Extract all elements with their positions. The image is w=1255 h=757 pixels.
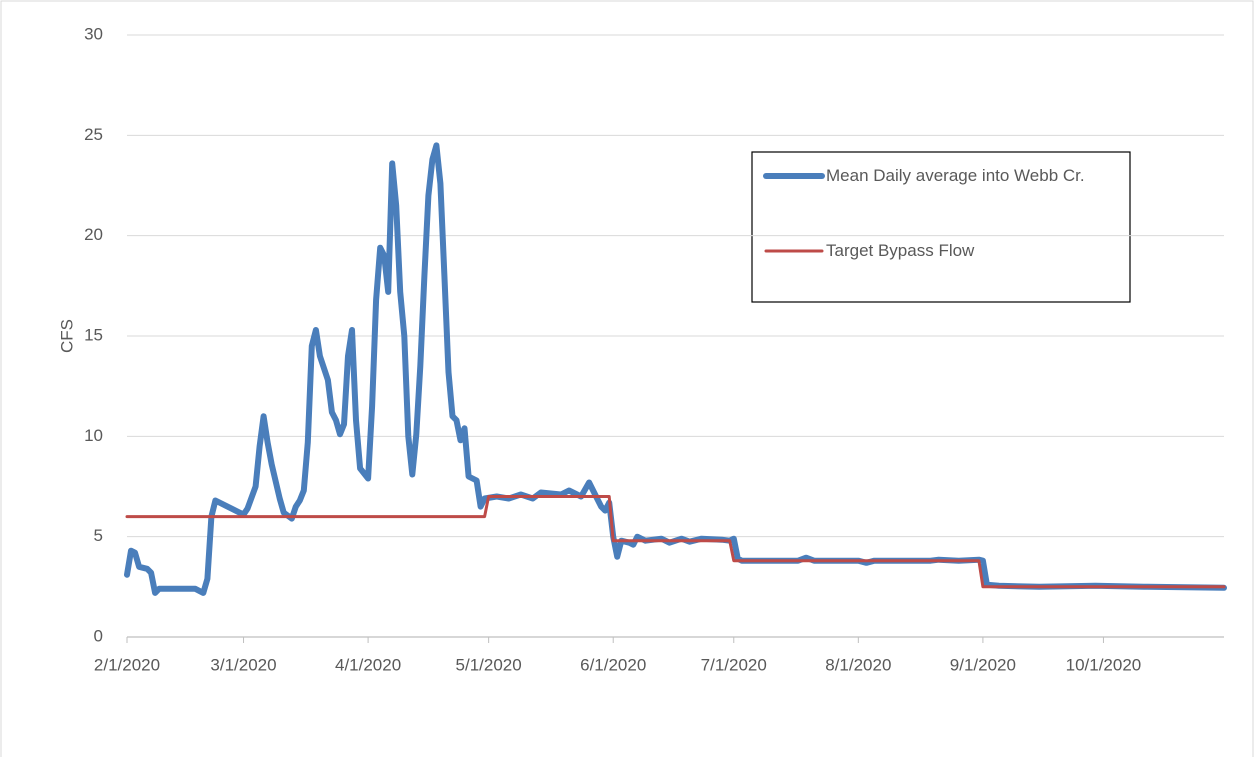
x-tick-label: 3/1/2020 [210, 655, 276, 674]
y-tick-label: 25 [84, 125, 103, 144]
x-tick-label: 10/1/2020 [1066, 655, 1142, 674]
legend-label: Mean Daily average into Webb Cr. [826, 166, 1085, 185]
x-tick-label: 4/1/2020 [335, 655, 401, 674]
x-tick-label: 9/1/2020 [950, 655, 1016, 674]
data-line [125, 495, 1226, 589]
x-tick-label: 7/1/2020 [701, 655, 767, 674]
y-tick-label: 15 [84, 325, 103, 344]
y-tick-label: 30 [84, 24, 103, 43]
y-tick-label: 5 [94, 526, 103, 545]
x-tick-label: 8/1/2020 [825, 655, 891, 674]
y-tick-label: 10 [84, 426, 103, 445]
x-tick-label: 5/1/2020 [456, 655, 522, 674]
y-axis-label: CFS [57, 319, 76, 353]
y-tick-label: 0 [94, 626, 103, 645]
legend-label: Target Bypass Flow [826, 241, 975, 260]
x-tick-label: 2/1/2020 [94, 655, 160, 674]
x-tick-label: 6/1/2020 [580, 655, 646, 674]
y-tick-label: 20 [84, 225, 103, 244]
